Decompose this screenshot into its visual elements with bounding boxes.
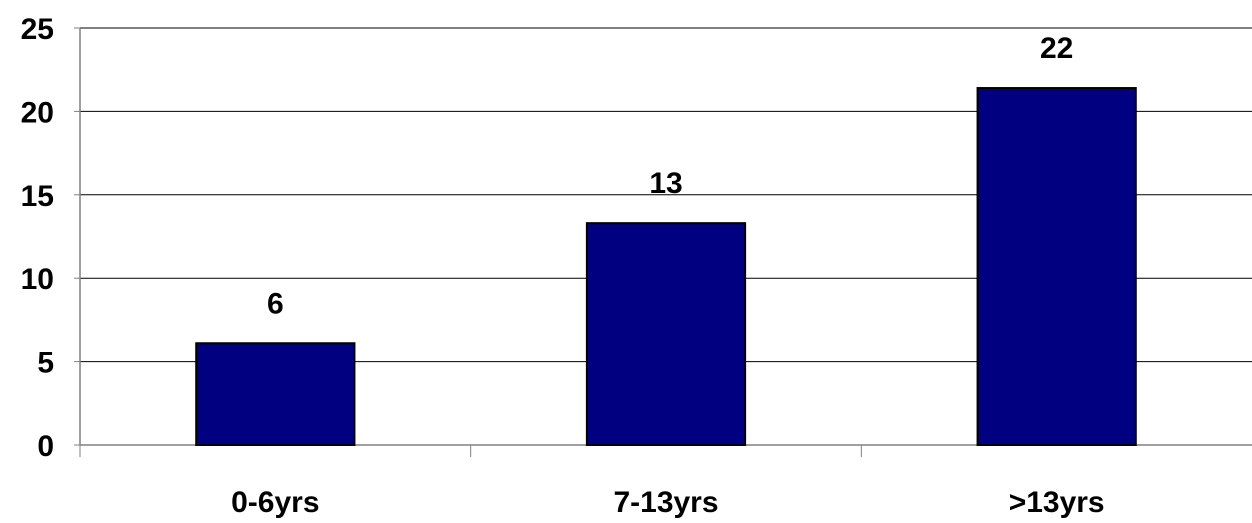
- data-label: 13: [649, 167, 682, 200]
- bars: [195, 87, 1137, 447]
- x-category-label: 0-6yrs: [231, 486, 319, 519]
- bar: [585, 222, 747, 446]
- y-tick-label: 0: [37, 430, 54, 463]
- bar: [976, 87, 1137, 446]
- y-tick-label: 15: [21, 180, 54, 213]
- x-category-label: >13yrs: [1009, 486, 1105, 519]
- x-category-label: 7-13yrs: [613, 486, 718, 519]
- labels: 0 5 10 15 20 25 6 0-6yrs 13 7-13yrs 22 >13yrs: [21, 13, 1105, 519]
- bar: [195, 342, 356, 447]
- y-tick-label: 5: [37, 347, 54, 380]
- data-label: 22: [1040, 32, 1073, 65]
- y-tick-label: 20: [21, 96, 54, 129]
- y-tick-label: 25: [21, 13, 54, 46]
- y-tick-label: 10: [21, 263, 54, 296]
- data-label: 6: [267, 287, 284, 320]
